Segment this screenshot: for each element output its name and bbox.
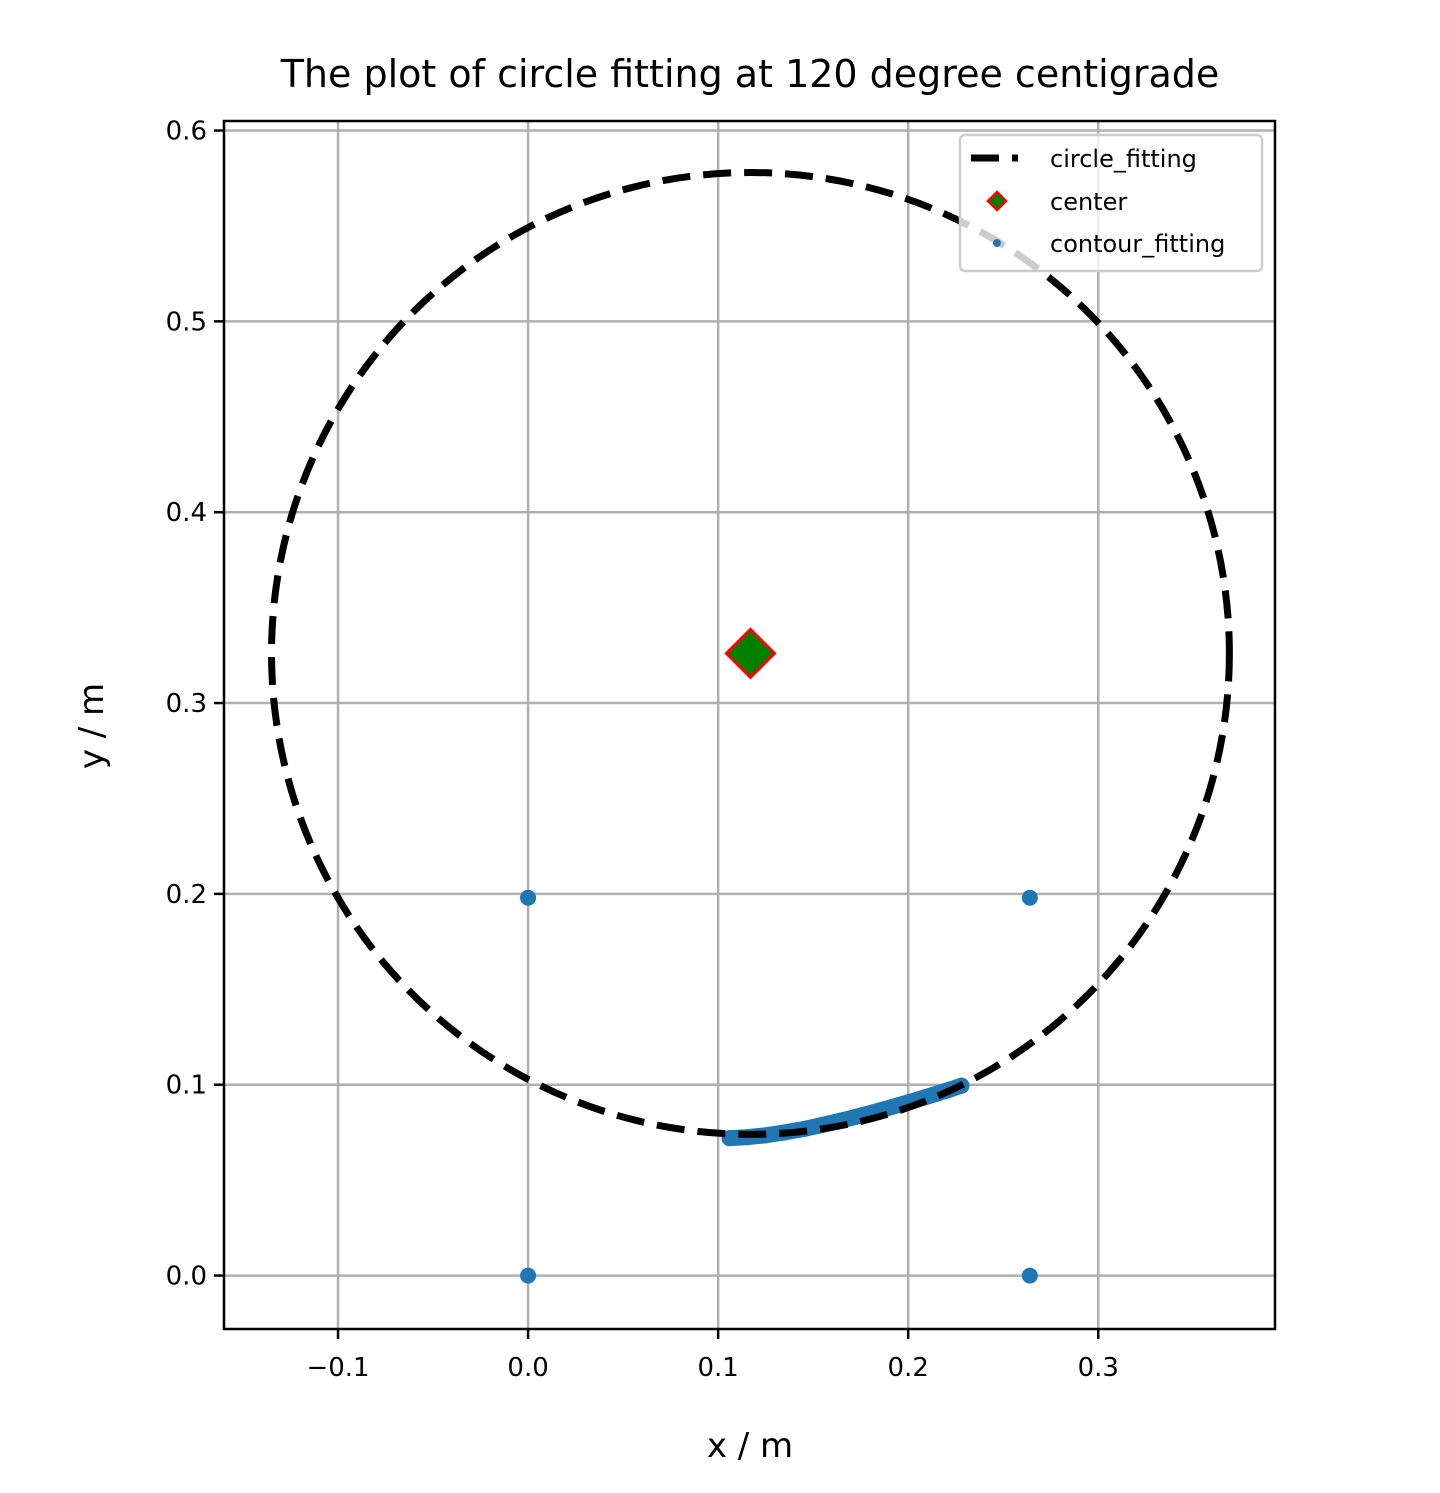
x-tick-label: 0.3: [1078, 1353, 1119, 1383]
contour-point: [520, 889, 537, 906]
circle-fitting-line: [268, 169, 1233, 1138]
y-axis-label: y / m: [72, 683, 112, 769]
legend-contour-swatch: [993, 239, 1001, 247]
center-point: [724, 627, 777, 680]
plot-area: [268, 169, 1233, 1284]
x-tick-label: 0.1: [697, 1353, 738, 1383]
legend-contour-label: contour_fitting: [1050, 230, 1225, 258]
y-tick-label: 0.1: [166, 1071, 207, 1101]
plot-frame: [222, 119, 1277, 1331]
contour-point: [1021, 1267, 1038, 1284]
legend-box: [958, 133, 1264, 273]
y-tick-label: 0.3: [166, 689, 207, 719]
contour-point: [1021, 889, 1038, 906]
x-axis-label: x / m: [707, 1426, 793, 1466]
ticks: −0.1 0.0 0.1 0.2 0.3 0.0 0.1 0.2 0.3 0.4 0.5 0.6: [166, 117, 1119, 1383]
y-tick-label: 0.4: [166, 498, 207, 528]
legend-center-label: center: [1050, 188, 1127, 216]
y-tick-label: 0.2: [166, 880, 207, 910]
legend-center-swatch: [986, 190, 1008, 212]
y-tick-label: 0.0: [166, 1262, 207, 1292]
grid: [224, 121, 1275, 1329]
x-tick-label: 0.2: [888, 1353, 929, 1383]
chart-title: The plot of circle fitting at 120 degree…: [280, 52, 1220, 96]
y-tick-label: 0.6: [166, 117, 207, 147]
x-tick-label: 0.0: [507, 1353, 548, 1383]
contour-point: [721, 1130, 738, 1147]
x-tick-label: −0.1: [306, 1353, 369, 1383]
contour-point: [520, 1267, 537, 1284]
legend-circle-fitting-label: circle_fitting: [1050, 145, 1197, 173]
y-tick-label: 0.5: [166, 307, 207, 337]
